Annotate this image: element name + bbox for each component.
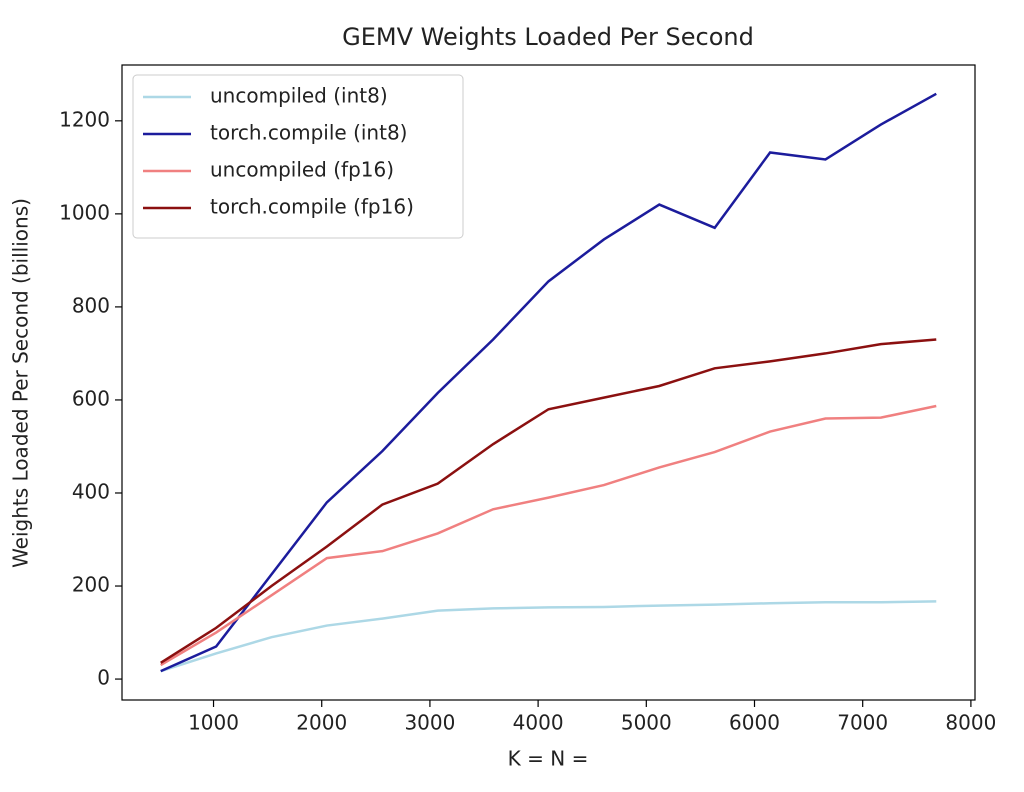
x-axis-label: K = N = [508,747,589,771]
x-tick-label: 5000 [621,711,672,735]
y-tick-label: 200 [72,573,110,597]
chart-title: GEMV Weights Loaded Per Second [342,23,754,51]
y-tick-label: 400 [72,479,110,503]
y-tick-label: 800 [72,293,110,317]
y-axis-label: Weights Loaded Per Second (billions) [9,198,33,568]
legend-label: uncompiled (fp16) [210,158,394,182]
legend-label: uncompiled (int8) [210,84,388,108]
y-tick-label: 0 [97,666,110,690]
line [160,600,937,673]
x-tick-label: 3000 [404,711,455,735]
y-tick-label: 1200 [59,107,110,131]
x-tick-label: 2000 [296,711,347,735]
x-tick-label: 6000 [729,711,780,735]
plot-frame [121,64,976,701]
x-tick-label: 1000 [188,711,239,735]
x-tick-label: 4000 [513,711,564,735]
legend-label: torch.compile (int8) [210,121,407,145]
line [160,404,937,667]
x-tick-label: 8000 [945,711,996,735]
line [160,338,937,664]
line [160,92,937,673]
legend-box [132,74,464,239]
x-tick-label: 7000 [837,711,888,735]
legend-label: torch.compile (fp16) [210,195,414,219]
y-tick-label: 1000 [59,200,110,224]
y-tick-label: 600 [72,386,110,410]
